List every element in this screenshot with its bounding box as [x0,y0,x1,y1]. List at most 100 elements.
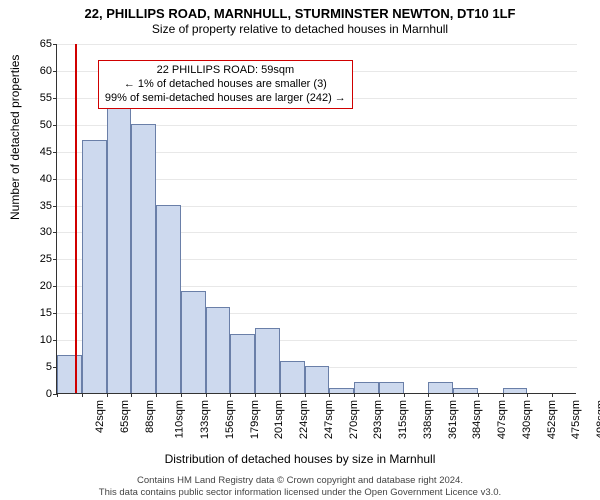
xtick-label: 384sqm [472,400,484,439]
plot-region: 0510152025303540455055606522 PHILLIPS RO… [56,44,576,394]
xtick-mark [354,393,355,397]
ytick-mark [53,71,57,72]
xtick-label: 133sqm [199,400,211,439]
ytick-mark [53,44,57,45]
annotation-line: 22 PHILLIPS ROAD: 59sqm [105,64,346,78]
footer: Contains HM Land Registry data © Crown c… [0,475,600,498]
xtick-mark [305,393,306,397]
histogram-bar [131,124,156,393]
title-line1: 22, PHILLIPS ROAD, MARNHULL, STURMINSTER… [0,6,600,21]
xtick-mark [280,393,281,397]
histogram-bar [354,382,379,393]
xtick-label: 156sqm [224,400,236,439]
xtick-mark [552,393,553,397]
histogram-bar [453,388,478,393]
ytick-mark [53,286,57,287]
ytick-mark [53,179,57,180]
ytick-mark [53,232,57,233]
xtick-label: 475sqm [571,400,583,439]
x-axis-title: Distribution of detached houses by size … [0,452,600,466]
xtick-label: 201sqm [273,400,285,439]
xtick-mark [255,393,256,397]
xtick-mark [329,393,330,397]
xtick-label: 42sqm [94,400,106,433]
xtick-mark [453,393,454,397]
xtick-mark [181,393,182,397]
reference-line [75,44,77,393]
xtick-label: 247sqm [323,400,335,439]
ytick-mark [53,152,57,153]
xtick-mark [503,393,504,397]
ytick-label: 60 [28,65,52,77]
histogram-bar [206,307,231,393]
xtick-label: 179sqm [249,400,261,439]
xtick-label: 452sqm [546,400,558,439]
xtick-label: 338sqm [422,400,434,439]
xtick-label: 315sqm [397,400,409,439]
xtick-mark [230,393,231,397]
ytick-mark [53,340,57,341]
xtick-label: 361sqm [447,400,459,439]
xtick-label: 65sqm [119,400,131,433]
histogram-bar [329,388,354,393]
xtick-mark [379,393,380,397]
xtick-mark [156,393,157,397]
histogram-bar [280,361,305,393]
xtick-label: 430sqm [521,400,533,439]
xtick-mark [478,393,479,397]
ytick-label: 65 [28,38,52,50]
footer-line2: This data contains public sector informa… [0,487,600,498]
xtick-label: 407sqm [496,400,508,439]
histogram-bar [503,388,528,393]
ytick-mark [53,206,57,207]
xtick-mark [107,393,108,397]
xtick-label: 224sqm [298,400,310,439]
ytick-label: 30 [28,226,52,238]
ytick-label: 0 [28,388,52,400]
ytick-label: 15 [28,307,52,319]
y-axis-title: Number of detached properties [8,55,22,220]
xtick-label: 110sqm [174,400,186,438]
histogram-bar [379,382,404,393]
annotation-line: ← 1% of detached houses are smaller (3) [105,78,346,92]
xtick-label: 498sqm [595,400,600,439]
footer-line1: Contains HM Land Registry data © Crown c… [0,475,600,486]
histogram-bar [156,205,181,393]
annotation-line: 99% of semi-detached houses are larger (… [105,92,346,106]
xtick-mark [527,393,528,397]
xtick-label: 88sqm [144,400,156,433]
ytick-label: 45 [28,146,52,158]
ytick-label: 55 [28,92,52,104]
histogram-bar [82,140,107,393]
histogram-bar [57,355,82,393]
ytick-label: 40 [28,173,52,185]
ytick-mark [53,259,57,260]
histogram-bar [181,291,206,393]
ytick-label: 25 [28,253,52,265]
ytick-mark [53,313,57,314]
xtick-mark [428,393,429,397]
xtick-mark [57,393,58,397]
ytick-label: 35 [28,200,52,212]
histogram-bar [255,328,280,393]
histogram-bar [428,382,453,393]
histogram-bar [230,334,255,393]
xtick-label: 270sqm [348,400,360,439]
ytick-label: 10 [28,334,52,346]
ytick-mark [53,125,57,126]
chart-area: 0510152025303540455055606522 PHILLIPS RO… [56,44,576,394]
xtick-mark [206,393,207,397]
title-line2: Size of property relative to detached ho… [0,22,600,36]
gridline [57,44,577,45]
ytick-label: 20 [28,280,52,292]
ytick-mark [53,98,57,99]
chart-title-block: 22, PHILLIPS ROAD, MARNHULL, STURMINSTER… [0,0,600,36]
xtick-mark [404,393,405,397]
ytick-label: 5 [28,361,52,373]
annotation-box: 22 PHILLIPS ROAD: 59sqm← 1% of detached … [98,60,353,109]
xtick-label: 293sqm [373,400,385,439]
histogram-bar [107,97,132,393]
ytick-label: 50 [28,119,52,131]
xtick-mark [82,393,83,397]
histogram-bar [305,366,330,393]
